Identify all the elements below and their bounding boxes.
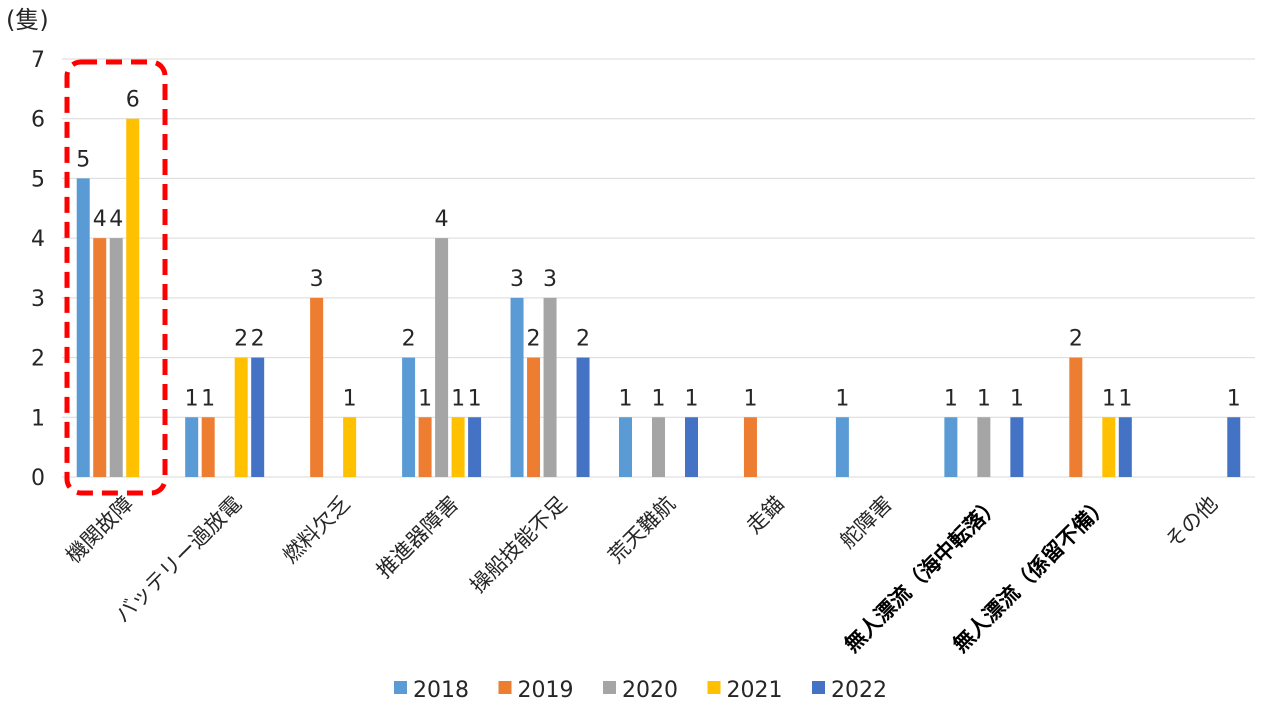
y-tick-label: 5 <box>31 167 45 192</box>
bar-2018 <box>510 297 524 477</box>
x-tick-label: 走錨 <box>742 492 789 539</box>
bar-2019 <box>93 238 107 477</box>
bar-2021 <box>1102 417 1116 477</box>
bar-2022 <box>1227 417 1241 477</box>
bar-2018 <box>76 178 90 477</box>
bar-2018 <box>835 417 849 477</box>
bar-2021 <box>126 118 140 477</box>
data-label: 1 <box>944 386 958 411</box>
bar-2020 <box>109 238 123 477</box>
x-tick-label: 燃料欠乏 <box>278 492 354 568</box>
data-label: 1 <box>835 386 849 411</box>
data-label: 3 <box>543 267 557 292</box>
bar-2019 <box>743 417 757 477</box>
bar-2020 <box>652 417 665 477</box>
bar-2022 <box>251 357 265 477</box>
bar-2018 <box>619 417 632 477</box>
y-tick-label: 7 <box>31 48 45 73</box>
data-label: 2 <box>234 327 248 352</box>
bar-2022 <box>1010 417 1024 477</box>
data-label: 6 <box>126 88 140 113</box>
bar-2021 <box>451 417 465 477</box>
data-label: 2 <box>251 327 265 352</box>
data-label: 2 <box>527 327 541 352</box>
bar-2019 <box>527 357 541 477</box>
legend-swatch-2019 <box>498 681 512 694</box>
legend-label-2020: 2020 <box>622 678 678 703</box>
data-label: 1 <box>743 386 757 411</box>
data-label: 1 <box>1118 386 1132 411</box>
legend-swatch-2020 <box>603 681 616 694</box>
bar-2020 <box>977 417 991 477</box>
data-label: 1 <box>343 386 357 411</box>
y-tick-label: 2 <box>31 347 45 372</box>
bar-2021 <box>343 417 357 477</box>
data-label: 1 <box>201 386 215 411</box>
data-label: 1 <box>1102 386 1116 411</box>
data-label: 1 <box>685 386 699 411</box>
bar-2020 <box>543 297 557 477</box>
bar-2018 <box>944 417 958 477</box>
x-tick-label: 操船技能不足 <box>466 492 572 598</box>
y-tick-label: 3 <box>31 287 45 312</box>
data-label: 1 <box>468 386 482 411</box>
data-label: 5 <box>76 147 90 172</box>
x-tick-label: 推進器障害 <box>372 492 463 583</box>
data-label: 4 <box>435 207 449 232</box>
legend-swatch-2018 <box>394 681 407 694</box>
data-label: 1 <box>652 386 666 411</box>
bar-2022 <box>1118 417 1132 477</box>
data-label: 2 <box>576 327 590 352</box>
data-label: 4 <box>93 207 107 232</box>
legend-swatch-2022 <box>812 681 825 694</box>
data-label: 2 <box>1069 327 1083 352</box>
y-tick-label: 1 <box>31 406 45 431</box>
bar-2019 <box>201 417 215 477</box>
legend-swatch-2021 <box>707 681 721 694</box>
bar-2019 <box>310 297 324 477</box>
data-label: 3 <box>510 267 524 292</box>
y-axis-unit-label: (隻) <box>6 6 49 34</box>
highlight-box <box>64 59 168 496</box>
data-label: 1 <box>451 386 465 411</box>
data-label: 1 <box>1010 386 1024 411</box>
bar-2021 <box>234 357 248 477</box>
data-label: 1 <box>977 386 991 411</box>
data-label: 1 <box>418 386 432 411</box>
x-tick-label: 舵障害 <box>835 492 897 554</box>
bar-2020 <box>435 238 449 477</box>
x-tick-label: その他 <box>1161 492 1223 554</box>
bar-2018 <box>185 417 199 477</box>
x-tick-label: 機関故障 <box>61 492 137 568</box>
y-tick-label: 4 <box>31 227 45 252</box>
legend-label-2022: 2022 <box>831 678 887 703</box>
bar-2022 <box>685 417 698 477</box>
data-label: 3 <box>310 267 324 292</box>
bar-2019 <box>1069 357 1083 477</box>
data-label: 1 <box>185 386 199 411</box>
bar-2022 <box>576 357 590 477</box>
y-tick-label: 6 <box>31 108 45 133</box>
legend-label-2019: 2019 <box>518 678 574 703</box>
legend-label-2021: 2021 <box>727 678 783 703</box>
bar-2018 <box>402 357 416 477</box>
bar-2019 <box>418 417 432 477</box>
data-label: 1 <box>1227 386 1241 411</box>
data-label: 4 <box>109 207 123 232</box>
y-tick-label: 0 <box>31 466 45 491</box>
bar-2022 <box>468 417 482 477</box>
data-label: 2 <box>402 327 416 352</box>
x-tick-label: 荒天難航 <box>604 492 680 568</box>
legend-label-2018: 2018 <box>413 678 469 703</box>
data-label: 1 <box>619 386 633 411</box>
